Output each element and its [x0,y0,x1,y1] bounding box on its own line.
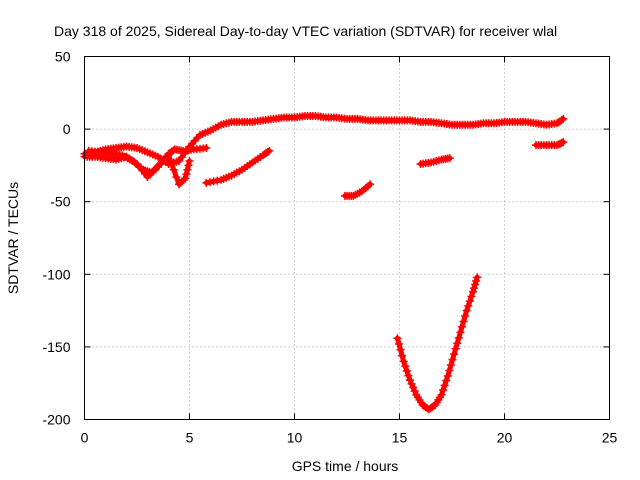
data-point-marker [453,339,462,348]
data-point-marker [399,357,408,366]
x-tick-label: 5 [186,430,194,446]
data-point-marker [450,350,459,359]
data-point-marker [443,371,452,380]
data-point-marker [445,366,454,375]
x-tick-label: 15 [392,430,408,446]
data-point-marker [469,287,477,296]
axis-ticks: 0 5 10 15 20 25 50 0 -50 -100 -150 -200 [42,49,617,446]
data-point-marker [472,276,481,285]
data-point-marker [404,371,413,380]
data-point-marker [445,154,454,163]
data-point-marker [437,390,446,399]
y-tick-label: -150 [42,339,70,355]
data-point-marker [448,355,457,364]
data-point-marker [451,344,460,353]
data-point-marker [179,175,188,184]
y-tick-label: 50 [55,49,71,65]
data-point-marker [559,138,568,147]
data-point-marker [401,362,410,371]
data-point-marker [459,317,468,326]
data-point-marker [440,381,449,390]
data-point-marker [442,376,451,385]
data-point-marker [181,174,190,183]
y-tick-label: 0 [63,121,71,137]
data-point-marker [467,292,476,301]
x-tick-label: 25 [602,430,618,446]
data-point-marker [366,180,375,189]
x-tick-label: 0 [81,430,89,446]
data-point-marker [446,361,455,370]
series-deep-dip [393,273,482,414]
data-point-marker [202,143,211,152]
data-point-marker [439,386,448,395]
data-point-marker [172,173,181,182]
data-point-marker [470,284,479,293]
data-point-marker [182,170,191,179]
series-short-arc-1 [340,180,375,200]
data-point-marker [465,297,474,306]
data-point-marker [461,312,470,321]
y-tick-label: -50 [50,194,70,210]
data-point-marker [462,306,471,315]
data-series [80,112,568,414]
data-point-marker [167,158,176,167]
data-point-marker [454,333,463,342]
data-point-marker [557,116,566,125]
plot-frame [84,56,610,420]
data-point-marker [265,146,274,155]
data-point-marker [398,351,407,360]
series-short-arc-2 [416,154,454,168]
data-point-marker [456,328,465,337]
series-cross-wave [84,143,211,177]
series-main-track [80,112,568,168]
data-point-marker [402,366,411,375]
data-point-marker [559,114,568,123]
data-point-marker [396,345,405,354]
data-point-marker [169,165,178,174]
data-point-marker [473,273,482,282]
chart-title: Day 318 of 2025, Sidereal Day-to-day VTE… [54,23,557,39]
y-tick-label: -200 [42,412,70,428]
data-point-marker [410,387,419,396]
data-point-marker [457,322,466,331]
y-axis-title: SDTVAR / TECUs [5,182,21,294]
data-point-marker [406,376,414,385]
data-point-marker [407,379,416,388]
data-point-marker [183,165,192,174]
data-point-marker [464,301,473,310]
data-point-marker [185,157,194,166]
data-point-marker [394,339,403,348]
y-tick-label: -100 [42,266,70,282]
data-point-marker [263,147,272,156]
series-rising-arc [202,146,274,187]
data-point-marker [184,161,193,170]
data-point-marker [393,334,402,343]
data-point-marker [409,383,418,392]
x-tick-label: 10 [287,430,303,446]
series-short-arc-3 [532,138,568,150]
x-tick-label: 20 [497,430,513,446]
x-axis-title: GPS time / hours [292,458,399,474]
data-point-marker [471,280,480,289]
